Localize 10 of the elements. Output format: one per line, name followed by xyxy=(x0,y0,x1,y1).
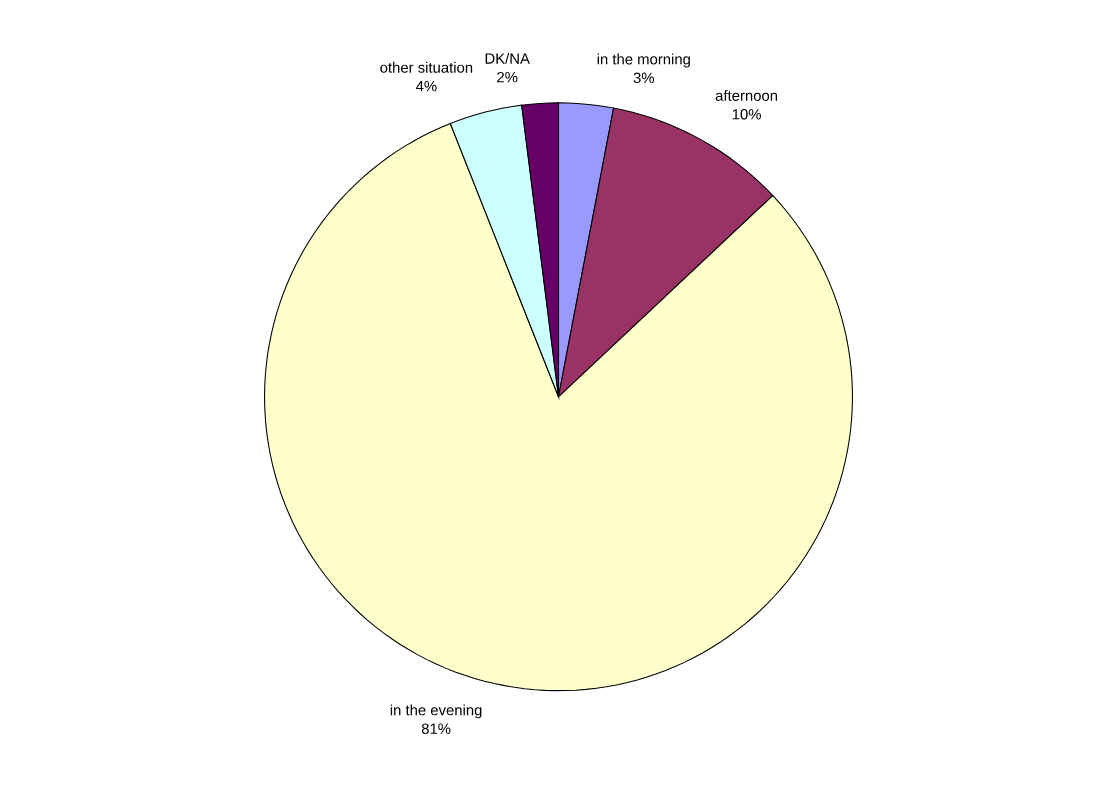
data-label: 81% xyxy=(421,723,451,735)
data-label: 3% xyxy=(633,72,655,84)
data-label: 2% xyxy=(497,72,518,83)
slice-label: in the morning xyxy=(597,53,690,68)
slice-label: other situation xyxy=(380,62,473,74)
data-label: 10% xyxy=(732,109,761,120)
slice-label: in the evening xyxy=(390,704,482,719)
slice-label: DK/NA xyxy=(485,53,530,65)
data-label: 4% xyxy=(415,81,437,92)
slice-label: afternoon xyxy=(715,90,778,102)
